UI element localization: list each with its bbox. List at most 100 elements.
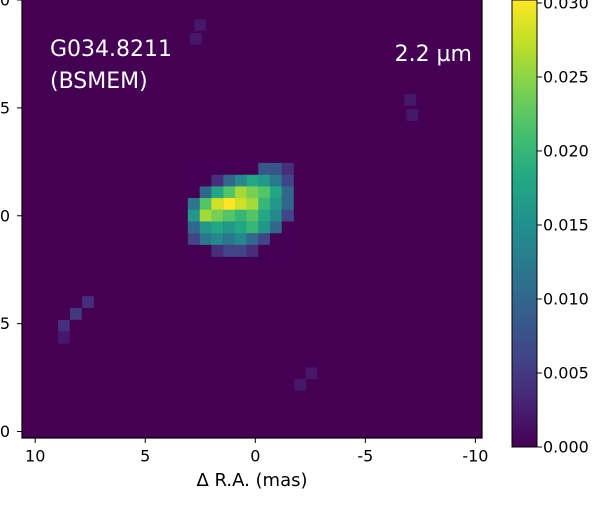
- cell: [199, 244, 212, 257]
- cell: [305, 367, 318, 380]
- cell: [211, 174, 224, 187]
- cell: [281, 209, 294, 222]
- cell: [269, 162, 282, 175]
- cell: [246, 221, 259, 234]
- cell: [258, 174, 271, 187]
- y-tick-label: -10: [0, 422, 10, 441]
- cell: [258, 233, 271, 246]
- annotation: G034.8211: [50, 37, 172, 62]
- y-tick-label: 5: [0, 98, 10, 117]
- cell: [246, 233, 259, 246]
- cell: [223, 174, 236, 187]
- cell: [269, 209, 282, 222]
- y-tick-label: 10: [0, 0, 10, 10]
- y-tick-label: -5: [0, 314, 10, 333]
- colorbar: [511, 0, 538, 448]
- cell: [57, 331, 70, 344]
- cell: [281, 198, 294, 211]
- cell: [223, 198, 236, 211]
- cell: [199, 209, 212, 222]
- cell: [246, 174, 259, 187]
- cell: [223, 209, 236, 222]
- cell: [187, 244, 200, 257]
- cell: [258, 221, 271, 234]
- cell: [269, 221, 282, 234]
- cell: [234, 186, 247, 199]
- cell: [269, 198, 282, 211]
- cell: [199, 174, 212, 187]
- cell: [187, 198, 200, 211]
- cell: [269, 174, 282, 187]
- cell: [246, 244, 259, 257]
- cell: [258, 244, 271, 257]
- cell: [70, 308, 82, 320]
- cell: [223, 233, 236, 246]
- cell: [234, 198, 247, 211]
- cell: [223, 244, 236, 257]
- cell: [281, 162, 294, 175]
- x-tick-label: 5: [140, 447, 150, 466]
- cell: [234, 233, 247, 246]
- cell: [281, 244, 294, 257]
- cell: [223, 221, 236, 234]
- cell: [281, 186, 294, 199]
- cell: [246, 209, 259, 222]
- cell: [281, 221, 294, 234]
- colorbar-tick-label: 0.010: [543, 289, 589, 308]
- cell: [187, 162, 200, 175]
- cell: [211, 209, 224, 222]
- cell: [211, 186, 224, 199]
- cell: [246, 162, 259, 175]
- colorbar-tick-label: 0.015: [543, 215, 589, 234]
- cell: [187, 186, 200, 199]
- cell: [194, 19, 207, 31]
- cell: [199, 198, 212, 211]
- cell: [211, 198, 224, 211]
- cell: [258, 186, 271, 199]
- cell: [57, 319, 70, 332]
- cell: [211, 233, 224, 246]
- cell: [294, 379, 307, 391]
- cell: [281, 233, 294, 246]
- cell: [234, 221, 247, 234]
- annotation: 2.2 µm: [395, 42, 472, 67]
- cell: [199, 186, 212, 199]
- cell: [223, 162, 236, 175]
- cell: [199, 221, 212, 234]
- y-tick-label: 0: [0, 206, 10, 225]
- cell: [404, 94, 417, 106]
- cell: [258, 209, 271, 222]
- colorbar-tick-label: 0.000: [543, 438, 589, 457]
- cell: [82, 296, 94, 308]
- cell: [187, 233, 200, 246]
- cell: [234, 209, 247, 222]
- x-tick-label: -5: [357, 447, 373, 466]
- cell: [269, 233, 282, 246]
- cell: [211, 244, 224, 257]
- cell: [187, 221, 200, 234]
- cell: [211, 162, 224, 175]
- x-tick-label: 0: [250, 447, 260, 466]
- colorbar-tick-label: 0.005: [543, 363, 589, 382]
- cell: [223, 186, 236, 199]
- cell: [187, 209, 200, 222]
- annotation: (BSMEM): [50, 69, 148, 94]
- colorbar-tick-label: 0.025: [543, 67, 589, 86]
- cell: [211, 221, 224, 234]
- colorbar-tick-label: 0.020: [543, 141, 589, 160]
- x-tick-label: -10: [462, 447, 488, 466]
- cell: [234, 244, 247, 257]
- cell: [199, 233, 212, 246]
- x-axis-label: Δ R.A. (mas): [196, 470, 307, 491]
- cell: [269, 186, 282, 199]
- cell: [406, 109, 419, 121]
- image: [22, 0, 482, 438]
- colorbar-tick-label: 0.030: [543, 0, 589, 12]
- cell: [258, 198, 271, 211]
- cell: [234, 174, 247, 187]
- cell: [269, 244, 282, 257]
- cell: [246, 186, 259, 199]
- plot-frame: [21, 0, 483, 439]
- cell: [234, 162, 247, 175]
